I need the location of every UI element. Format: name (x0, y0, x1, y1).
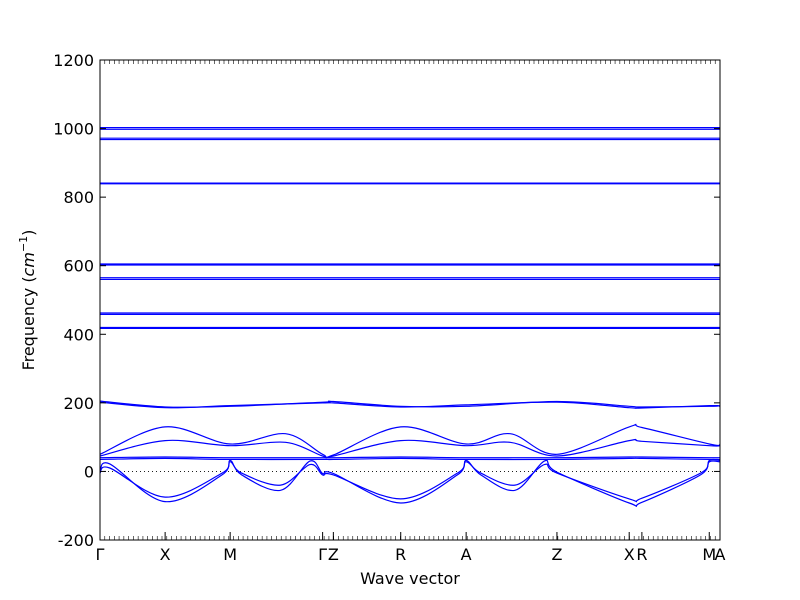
y-tick-label: 1200 (53, 51, 94, 70)
y-tick-label: -200 (58, 531, 94, 550)
y-tick-label: 600 (63, 257, 94, 276)
band-line-5 (99, 457, 721, 461)
x-tick-label: A (461, 545, 472, 564)
x-tick-label: Z (551, 545, 562, 564)
y-tick-label: 200 (63, 394, 94, 413)
y-axis-label-close: ) (19, 230, 38, 236)
x-tick-label: M (702, 545, 716, 564)
band-line-3 (99, 438, 721, 459)
x-tick-label: R (395, 545, 406, 564)
y-tick-label: 400 (63, 325, 94, 344)
x-tick-label: Γ (96, 545, 105, 564)
x-axis-label: Wave vector (360, 569, 460, 588)
y-axis: -200 0 200 400 600 800 1000 1200 (53, 51, 720, 550)
y-axis-label-main: Frequency ( (19, 276, 38, 370)
x-tick-label: A (715, 545, 726, 564)
x-tick-label: M (223, 545, 237, 564)
y-axis-label: Frequency (cm−1) (17, 230, 38, 371)
y-tick-label: 0 (84, 462, 94, 481)
plot-area (99, 126, 721, 507)
band-line-4 (99, 456, 721, 459)
x-tick-label: X (624, 545, 635, 564)
x-tick-label: Γ (318, 545, 327, 564)
y-tick-label: 1000 (53, 120, 94, 139)
band-line-1 (99, 401, 721, 409)
band-line-2 (99, 423, 721, 459)
x-tick-label: R (636, 545, 647, 564)
x-axis: Γ X M Γ Z R A Z X R MA (96, 60, 726, 564)
y-axis-label-exponent: −1 (17, 236, 30, 252)
y-axis-label-unit: cm (19, 252, 38, 276)
x-tick-label: Z (328, 545, 339, 564)
x-tick-label: X (160, 545, 171, 564)
y-tick-label: 800 (63, 188, 94, 207)
band-line-7 (99, 458, 721, 507)
